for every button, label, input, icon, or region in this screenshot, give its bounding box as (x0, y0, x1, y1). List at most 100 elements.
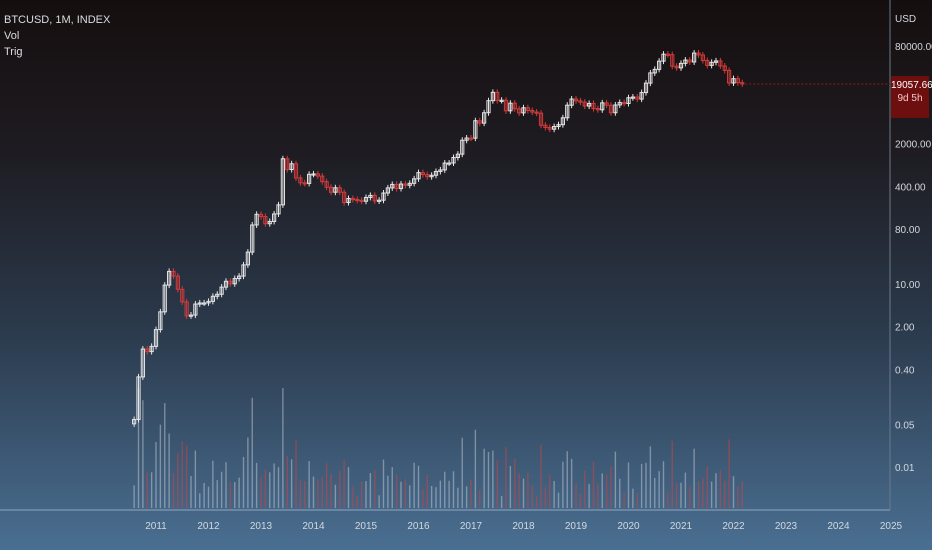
volume-bar (220, 471, 223, 508)
candle (184, 298, 189, 319)
price-axis[interactable]: USD 80000.00 2000.00 400.00 80.00 10.00 2.00 0… (895, 14, 932, 474)
volume-bar (461, 437, 463, 508)
candle (661, 51, 666, 65)
time-tick-label: 2022 (722, 521, 745, 532)
candle (416, 169, 421, 182)
volume-bar (290, 459, 293, 508)
candle-body (587, 102, 592, 107)
candle (556, 121, 561, 130)
volume-bar (395, 473, 398, 508)
candle (412, 175, 417, 187)
volume-bar (562, 461, 564, 508)
volume-bar (662, 461, 665, 508)
candle (232, 275, 237, 287)
volume-bar (584, 470, 586, 508)
candle-body (184, 301, 189, 317)
volume-bar (404, 478, 407, 508)
candle-body (630, 96, 635, 99)
volume-bar (610, 466, 612, 508)
candle-body (626, 97, 631, 104)
candle (215, 291, 220, 300)
volume-bar (339, 470, 341, 508)
candle-body (206, 300, 211, 304)
candle (420, 169, 425, 178)
candle (289, 160, 294, 173)
volume-bar (264, 469, 267, 508)
candle-body (202, 302, 207, 305)
candle-body (648, 72, 653, 84)
volume-bar (640, 463, 643, 508)
candle-body (705, 59, 710, 66)
candle-body (508, 102, 513, 112)
candle (158, 308, 163, 333)
volume-bar (194, 450, 197, 508)
candle-body (613, 104, 618, 114)
volume-bar (619, 478, 621, 508)
time-axis[interactable]: 2011 2012 2013 2014 2015 2016 2017 2018 2019 2020… (145, 521, 902, 532)
candle-body (241, 264, 246, 277)
candle-body (433, 170, 439, 176)
volume-bar (632, 488, 634, 508)
volume-bar (382, 459, 385, 508)
candle (696, 50, 701, 58)
volume-bar (680, 482, 682, 508)
candle-body (670, 54, 675, 67)
candle (473, 117, 478, 142)
candle (193, 301, 198, 319)
volume-bar (374, 470, 376, 508)
volume-bar (251, 397, 253, 508)
volume-bar (544, 487, 547, 508)
candle (171, 268, 176, 280)
candle (149, 343, 154, 355)
candle-body (678, 62, 684, 69)
symbol-label[interactable]: BTCUSD, 1M, INDEX (4, 14, 111, 26)
volume-bar (216, 480, 218, 508)
candle (639, 89, 644, 103)
candle-body (517, 108, 522, 114)
price-tick-label: 80.00 (895, 225, 920, 236)
volume-bar (702, 478, 704, 508)
volume-bar (365, 481, 367, 508)
candle (237, 273, 242, 282)
volume-bar (168, 433, 170, 508)
candle (206, 298, 211, 306)
candle-body (328, 186, 334, 193)
candle (390, 181, 395, 191)
candle-body (175, 275, 180, 290)
candle-body (530, 109, 535, 113)
candle (140, 346, 145, 380)
volume-bar (172, 473, 175, 508)
volume-bar (378, 495, 380, 508)
candle-body (320, 175, 325, 183)
candle (578, 97, 583, 106)
candle (267, 218, 272, 227)
candle-body (333, 187, 338, 193)
volume-bar (277, 467, 280, 508)
candle (328, 184, 334, 196)
volume-bar (505, 447, 507, 508)
volume-bar (400, 481, 402, 508)
candle (210, 293, 215, 305)
candle-body (136, 376, 141, 421)
candle-body (285, 158, 290, 171)
volume-indicator-label[interactable]: Vol (4, 30, 20, 42)
candle-body (442, 162, 447, 171)
candle-body (486, 100, 491, 114)
candle-body (228, 280, 233, 285)
candle (482, 109, 487, 127)
volume-bar (448, 480, 450, 508)
candle (718, 57, 723, 69)
candle (455, 151, 460, 161)
volume-bar (190, 476, 192, 508)
candle-body (302, 182, 307, 185)
volume-bar (697, 481, 700, 508)
volume-bar (509, 465, 512, 508)
time-tick-label: 2019 (565, 521, 588, 532)
trig-indicator-label[interactable]: Trig (4, 46, 23, 58)
candle (709, 59, 714, 69)
candle (670, 51, 675, 70)
volume-bar (588, 484, 590, 508)
candle-body (425, 174, 430, 178)
candle-body (657, 60, 662, 70)
